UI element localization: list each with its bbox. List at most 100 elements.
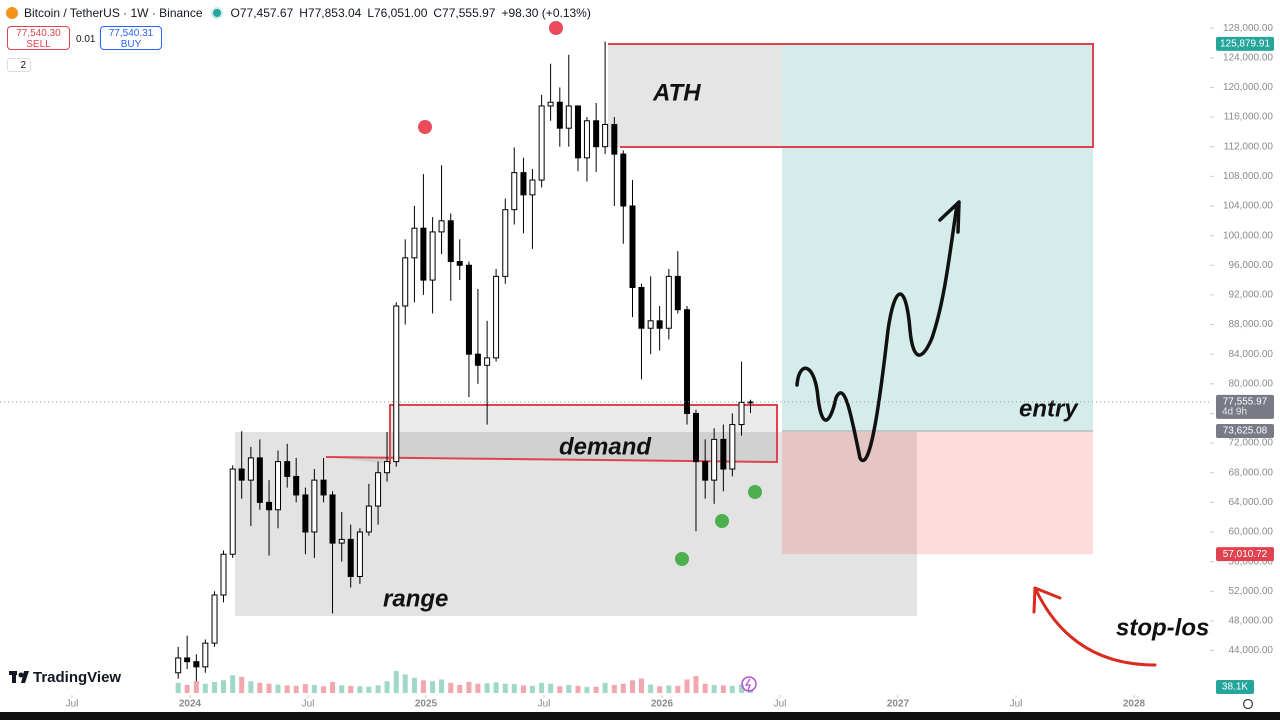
candle-body <box>229 468 236 555</box>
y-tick-label: 120,000.00 <box>1223 82 1273 93</box>
volume-bar <box>321 686 327 693</box>
buy-signal <box>748 485 762 499</box>
volume-bar <box>711 684 717 693</box>
volume-bar <box>230 675 236 693</box>
signals <box>418 21 762 566</box>
candle-body <box>420 227 427 281</box>
y-tick-label: 92,000.00 <box>1229 290 1274 301</box>
candle-body <box>202 642 209 668</box>
volume-bar <box>739 684 745 693</box>
volume-bar <box>484 683 490 693</box>
candle-body <box>738 401 745 426</box>
logo-mark <box>18 672 24 678</box>
volume-bar <box>330 682 336 693</box>
change: +98.30 (+0.13%) <box>501 6 591 20</box>
volume-bar <box>511 684 517 693</box>
candle-body <box>674 275 681 311</box>
candle-body <box>184 657 191 663</box>
ath-outline <box>608 43 1094 148</box>
candle-body <box>665 275 672 329</box>
stop-arrow-head <box>1032 586 1062 614</box>
x-tick-label: Jul <box>66 699 79 710</box>
note-ath: ATH <box>652 79 701 106</box>
candle-body <box>656 320 663 329</box>
candle-body <box>647 320 654 329</box>
sell-button[interactable]: 77,540.30 SELL <box>7 26 70 50</box>
candle-body <box>338 538 345 544</box>
volume-bar <box>648 684 654 693</box>
candle-body <box>275 461 282 511</box>
y-tick-label: 128,000.00 <box>1223 23 1273 34</box>
candle-body <box>247 457 254 481</box>
candle-body <box>365 505 372 533</box>
buy-button[interactable]: 77,540.31 BUY <box>100 26 162 50</box>
target-box <box>1216 36 1274 51</box>
volume-bar <box>638 678 644 693</box>
volume-bar <box>402 674 408 693</box>
y-tick-label: 116,000.00 <box>1224 112 1274 123</box>
y-tick-label: 100,000.00 <box>1223 230 1273 241</box>
candle-body <box>293 475 300 496</box>
quantity: 0.01 <box>76 34 96 45</box>
candle-body <box>356 531 363 577</box>
demand-box <box>326 405 777 464</box>
projection-arrow <box>795 203 959 463</box>
alert-icon-bolt <box>744 678 751 691</box>
candle-body <box>583 120 590 159</box>
y-tick-label: 52,000.00 <box>1229 586 1274 597</box>
y-tick-label: 48,000.00 <box>1229 616 1274 627</box>
candle-body <box>574 105 581 159</box>
volume-bar <box>284 685 290 693</box>
volume-bar <box>375 685 381 693</box>
x-tick-label: 2027 <box>887 699 910 710</box>
symbol: Bitcoin / TetherUS · 1W · Binance <box>24 6 203 20</box>
volume-bar <box>184 684 190 693</box>
candle-body <box>347 538 354 577</box>
note-demand: demand <box>559 433 652 460</box>
bottom-edge <box>0 712 1280 720</box>
candles <box>175 41 754 690</box>
volume-bar <box>729 685 735 693</box>
volume-bar <box>439 679 445 693</box>
candle-body <box>447 220 454 263</box>
volume-bar <box>584 687 590 693</box>
note-range: range <box>383 585 448 612</box>
countdown: 4d 9h <box>1222 407 1247 418</box>
candle-body <box>402 257 409 307</box>
buy-signal <box>675 552 689 566</box>
volume-bar <box>611 684 617 693</box>
candle-body <box>211 594 218 644</box>
candle-body <box>593 120 600 148</box>
volume-bar <box>684 679 690 693</box>
volume-bar <box>475 683 481 693</box>
volume-bar <box>384 681 390 693</box>
ohlc-high: H77,853.04 <box>299 6 362 20</box>
volume-bar <box>357 686 363 693</box>
indicator-toggle[interactable]: 2 <box>7 58 31 72</box>
volume-bar <box>675 685 681 693</box>
demand-outline <box>325 404 778 464</box>
volume-bar <box>575 685 581 693</box>
volume-bar <box>702 683 708 693</box>
candle-body <box>720 438 727 470</box>
volume-bar <box>529 685 535 693</box>
drawings <box>235 44 917 616</box>
volume-bar <box>275 684 281 693</box>
candle-body <box>320 479 327 496</box>
axes: 128,000.00 124,000.00 120,000.00 116,000.00… <box>0 23 1274 710</box>
candle-body <box>329 494 336 544</box>
y-tick-label: 60,000.00 <box>1229 527 1274 538</box>
volume-bar <box>448 682 454 693</box>
candle-body <box>429 231 436 281</box>
candle-body <box>711 438 718 481</box>
settings-icon[interactable] <box>1242 698 1254 710</box>
volume-bar <box>557 686 563 693</box>
candle-body <box>620 153 627 207</box>
last-price-label: 77,555.97 <box>1223 397 1268 408</box>
x-tick-label: Jul <box>1010 699 1023 710</box>
alert-icon[interactable] <box>741 676 757 692</box>
stop-label: 57,010.72 <box>1223 549 1268 560</box>
btc-icon <box>6 7 18 19</box>
volume-bar <box>257 682 263 693</box>
volume-bar <box>629 680 635 693</box>
